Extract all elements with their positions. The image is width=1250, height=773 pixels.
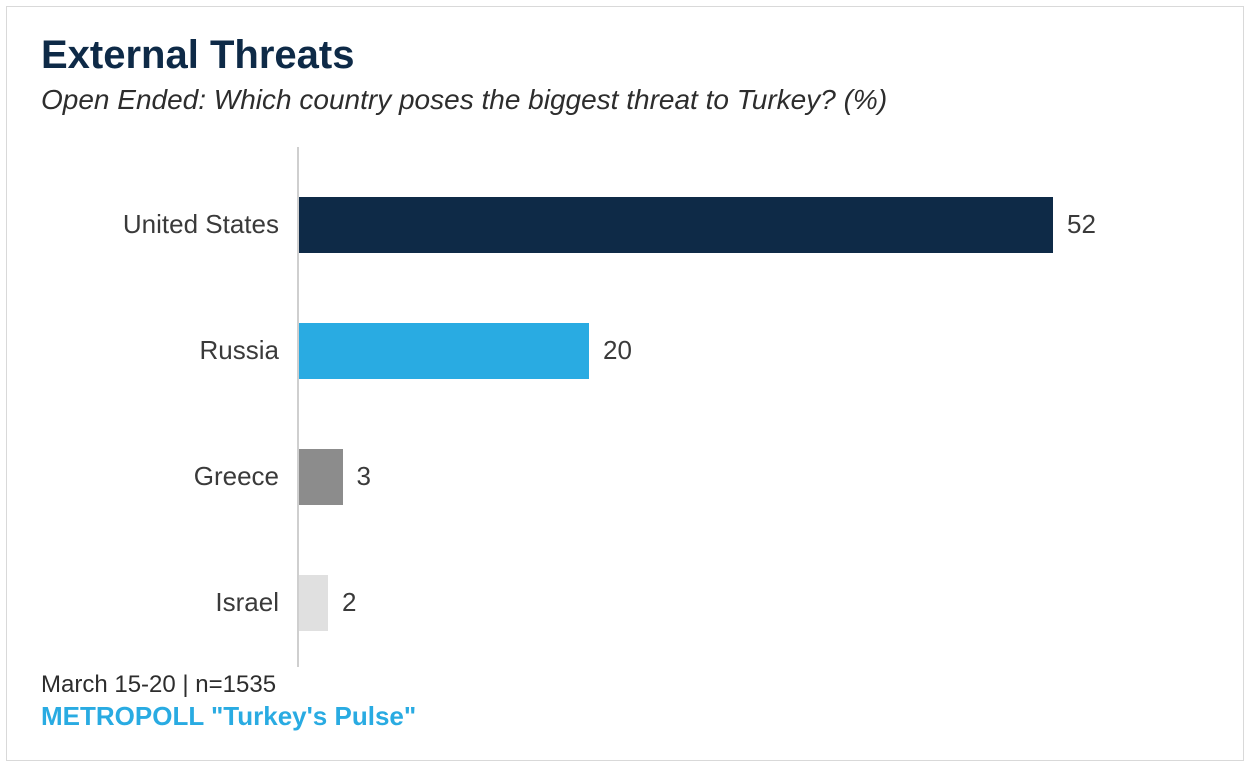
bar-value-russia: 20 bbox=[589, 323, 632, 379]
bar-value-greece: 3 bbox=[343, 449, 371, 505]
bar-chart: United States 52 Russia 20 Greece 3 Isra… bbox=[41, 147, 1209, 667]
footer-source: METROPOLL "Turkey's Pulse" bbox=[41, 701, 416, 732]
bar-track: 52 bbox=[297, 197, 1209, 253]
bar-row: United States 52 bbox=[41, 197, 1209, 253]
bar-united-states bbox=[299, 197, 1053, 253]
bar-label-greece: Greece bbox=[41, 461, 297, 492]
bar-row: Greece 3 bbox=[41, 449, 1209, 505]
chart-card: External Threats Open Ended: Which count… bbox=[6, 6, 1244, 761]
bar-label-israel: Israel bbox=[41, 587, 297, 618]
chart-subtitle: Open Ended: Which country poses the bigg… bbox=[41, 83, 1209, 117]
bar-row: Israel 2 bbox=[41, 575, 1209, 631]
bar-track: 2 bbox=[297, 575, 1209, 631]
chart-footer: March 15-20 | n=1535 METROPOLL "Turkey's… bbox=[41, 671, 416, 732]
footer-meta: March 15-20 | n=1535 bbox=[41, 671, 416, 699]
bar-value-united-states: 52 bbox=[1053, 197, 1096, 253]
bar-row: Russia 20 bbox=[41, 323, 1209, 379]
bar-label-united-states: United States bbox=[41, 209, 297, 240]
bar-track: 3 bbox=[297, 449, 1209, 505]
bar-greece bbox=[299, 449, 343, 505]
bar-label-russia: Russia bbox=[41, 335, 297, 366]
chart-title: External Threats bbox=[41, 31, 1209, 77]
bar-russia bbox=[299, 323, 589, 379]
bar-value-israel: 2 bbox=[328, 575, 356, 631]
bar-israel bbox=[299, 575, 328, 631]
bar-track: 20 bbox=[297, 323, 1209, 379]
